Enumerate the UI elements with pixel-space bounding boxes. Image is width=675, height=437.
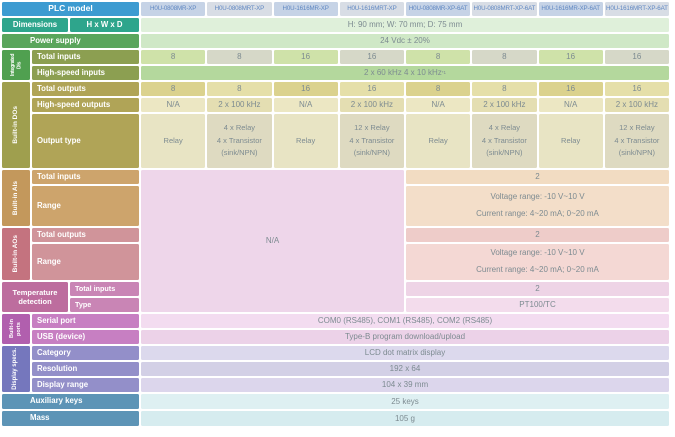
model-name-6: H0U-1616MR-XP-6AT (538, 2, 603, 16)
dimensions-label: Dimensions (2, 18, 68, 32)
model-name-2: H0U-1616MR-XP (273, 2, 338, 16)
output-type-value-3: 12 x Relay 4 x Transistor (sink/NPN) (339, 114, 404, 168)
high-speed-outputs-value-4: N/A (406, 98, 471, 112)
display-range-label: Display range (32, 378, 139, 392)
model-name-1: H0U-0808MRT-XP (207, 2, 272, 16)
output-type-value-4: Relay (406, 114, 471, 168)
model-name-4: H0U-0808MR-XP-6AT (406, 2, 471, 16)
ai-total-inputs-label: Total inputs (32, 170, 139, 184)
serial-port-label: Serial port (32, 314, 139, 328)
model-name-3: H0U-1616MRT-XP (339, 2, 404, 16)
serial-port-value: COM0 (RS485), COM1 (RS485), COM2 (RS485) (141, 314, 669, 328)
high-speed-outputs-value-0: N/A (141, 98, 206, 112)
high-speed-outputs-label: High-speed outputs (32, 98, 139, 112)
model-name-7: H0U-1616MRT-XP-6AT (604, 2, 669, 16)
output-type-value-1: 4 x Relay 4 x Transistor (sink/NPN) (207, 114, 272, 168)
ao-range-value: Voltage range: -10 V~10 V Current range:… (406, 244, 669, 280)
do-total-outputs-label: Total outputs (32, 82, 139, 96)
ai-range-value: Voltage range: -10 V~10 V Current range:… (406, 186, 669, 226)
di-total-inputs-value-4: 8 (406, 50, 471, 64)
category-label: Category (32, 346, 139, 360)
usb-device-value: Type-B program download/upload (141, 330, 669, 344)
high-speed-outputs-value-3: 2 x 100 kHz (339, 98, 404, 112)
display-specs-group-label: Display specs. (2, 346, 30, 392)
model-name-5: H0U-0808MRT-XP-6AT (472, 2, 537, 16)
ai-total-inputs-value: 2 (406, 170, 669, 184)
power-supply-label: Power supply (2, 34, 139, 48)
hxwxd-label: H x W x D (70, 18, 139, 32)
high-speed-outputs-value-1: 2 x 100 kHz (207, 98, 272, 112)
do-total-outputs-value-4: 8 (406, 82, 471, 96)
power-supply-value: 24 Vdc ± 20% (141, 34, 669, 48)
plc-model-header: PLC model (2, 2, 139, 16)
high-speed-inputs-label: High-speed inputs (32, 66, 139, 80)
do-total-outputs-value-7: 16 (604, 82, 669, 96)
high-speed-outputs-value-2: N/A (273, 98, 338, 112)
do-total-outputs-value-0: 8 (141, 82, 206, 96)
high-speed-outputs-value-6: N/A (538, 98, 603, 112)
temp-type-label: Type (70, 298, 139, 312)
output-type-label: Output type (32, 114, 139, 168)
auxiliary-keys-label: Auxiliary keys (2, 394, 139, 409)
category-value: LCD dot matrix display (141, 346, 669, 360)
built-in-ports-group-label: Built-in ports (2, 314, 30, 344)
output-type-value-0: Relay (141, 114, 206, 168)
output-type-value-5: 4 x Relay 4 x Transistor (sink/NPN) (472, 114, 537, 168)
output-type-value-2: Relay (273, 114, 338, 168)
integrated-dis-group-label: Integrated DIs (2, 50, 30, 80)
dimensions-value: H: 90 mm; W: 70 mm; D: 75 mm (141, 18, 669, 32)
di-total-inputs-value-6: 16 (538, 50, 603, 64)
ai-range-label: Range (32, 186, 139, 226)
high-speed-inputs-value: 2 x 60 kHz 4 x 10 kHz *1 (141, 66, 669, 80)
built-in-ais-group-label: Built-in AIs (2, 170, 30, 226)
built-in-aos-group-label: Built-in AOs (2, 228, 30, 280)
di-total-inputs-value-1: 8 (207, 50, 272, 64)
ao-range-label: Range (32, 244, 139, 280)
resolution-label: Resolution (32, 362, 139, 376)
do-total-outputs-value-2: 16 (273, 82, 338, 96)
plc-spec-table: PLC model H0U-0808MR-XP H0U-0808MRT-XP H… (0, 0, 671, 428)
resolution-value: 192 x 64 (141, 362, 669, 376)
di-total-inputs-value-0: 8 (141, 50, 206, 64)
auxiliary-keys-value: 25 keys (141, 394, 669, 409)
model-name-0: H0U-0808MR-XP (141, 2, 206, 16)
di-total-inputs-value-3: 16 (339, 50, 404, 64)
mass-label: Mass (2, 411, 139, 426)
do-total-outputs-value-5: 8 (472, 82, 537, 96)
built-in-dos-group-label: Built-in DOs (2, 82, 30, 168)
ao-total-outputs-value: 2 (406, 228, 669, 242)
display-range-value: 104 x 39 mm (141, 378, 669, 392)
analog-na-value: N/A (141, 170, 404, 312)
temperature-detection-label: Temperature detection (2, 282, 68, 312)
di-total-inputs-value-7: 16 (604, 50, 669, 64)
mass-value: 105 g (141, 411, 669, 426)
temp-total-inputs-value: 2 (406, 282, 669, 296)
di-total-inputs-label: Total inputs (32, 50, 139, 64)
do-total-outputs-value-3: 16 (339, 82, 404, 96)
temp-type-value: PT100/TC (406, 298, 669, 312)
output-type-value-6: Relay (538, 114, 603, 168)
output-type-value-7: 12 x Relay 4 x Transistor (sink/NPN) (604, 114, 669, 168)
high-speed-outputs-value-5: 2 x 100 kHz (472, 98, 537, 112)
do-total-outputs-value-1: 8 (207, 82, 272, 96)
di-total-inputs-value-2: 16 (273, 50, 338, 64)
high-speed-outputs-value-7: 2 x 100 kHz (604, 98, 669, 112)
do-total-outputs-value-6: 16 (538, 82, 603, 96)
ao-total-outputs-label: Total outputs (32, 228, 139, 242)
temp-total-inputs-label: Total inputs (70, 282, 139, 296)
usb-device-label: USB (device) (32, 330, 139, 344)
di-total-inputs-value-5: 8 (472, 50, 537, 64)
